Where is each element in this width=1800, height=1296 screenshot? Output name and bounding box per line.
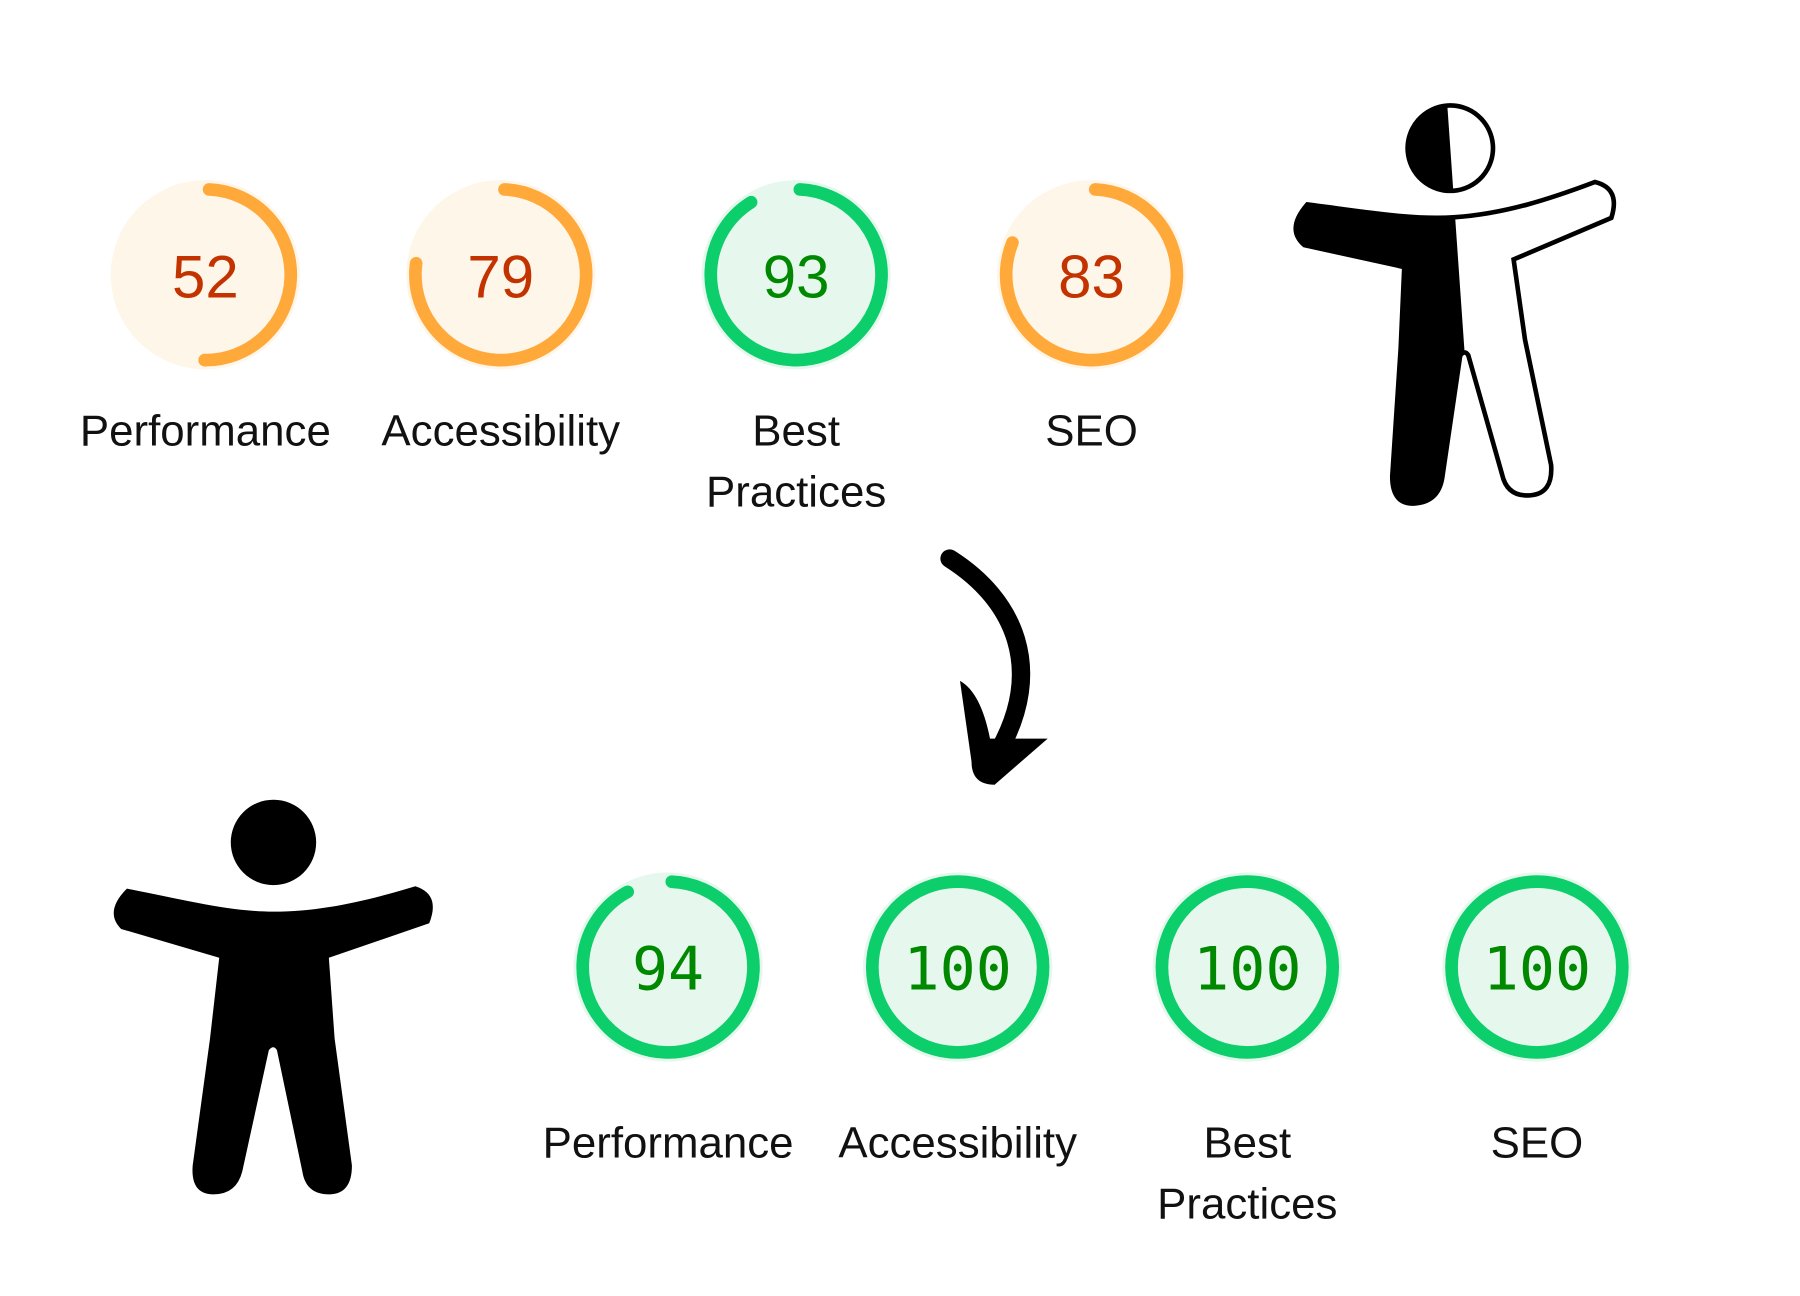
gauge-arc bbox=[704, 182, 888, 367]
score-gauge: 100 Accessibility bbox=[838, 872, 1077, 1167]
gauge-background bbox=[1152, 872, 1342, 1062]
score-label: Best bbox=[1203, 1118, 1291, 1167]
score-label: Accessibility bbox=[381, 407, 620, 456]
score-gauge: 94 Performance bbox=[543, 872, 794, 1167]
gauge-arc bbox=[576, 875, 760, 1059]
gauge-arc bbox=[999, 182, 1184, 367]
after-scores-row: 94 Performance 100 Accessibility 100 Best Prac… bbox=[543, 872, 1632, 1229]
gauge-arc bbox=[409, 182, 593, 367]
gauge-arc bbox=[113, 183, 298, 367]
gauge-background bbox=[863, 872, 1053, 1062]
score-value: 100 bbox=[904, 934, 1012, 1004]
score-label: Best bbox=[752, 407, 840, 456]
score-label: Performance bbox=[543, 1118, 794, 1167]
accessibility-person-icon bbox=[113, 799, 433, 1195]
score-value: 52 bbox=[172, 244, 239, 311]
score-gauge: 83 SEO bbox=[996, 180, 1187, 456]
gauge-background bbox=[701, 180, 891, 370]
score-value: 79 bbox=[467, 244, 534, 311]
gauge-arc bbox=[1155, 875, 1340, 1059]
gauge-background bbox=[1442, 872, 1632, 1062]
half-filled-accessibility-person-icon bbox=[1288, 103, 1634, 510]
gauge-background bbox=[996, 180, 1187, 370]
gauge-arc bbox=[1445, 875, 1629, 1059]
score-value: 94 bbox=[632, 934, 704, 1004]
gauge-background bbox=[110, 180, 301, 370]
score-value: 100 bbox=[1193, 934, 1301, 1004]
score-label: SEO bbox=[1045, 407, 1138, 456]
score-value: 93 bbox=[763, 244, 830, 311]
score-label-line2: Practices bbox=[1157, 1180, 1337, 1229]
gauge-arc bbox=[865, 875, 1050, 1059]
score-gauge: 79 Accessibility bbox=[381, 180, 620, 456]
before-scores-row: 52 Performance 79 Accessibility 93 Best Practi… bbox=[80, 180, 1187, 517]
score-gauge: 93 Best Practices bbox=[701, 180, 891, 517]
score-label: Performance bbox=[80, 407, 331, 456]
curved-arrow-down-icon bbox=[940, 549, 1048, 785]
score-gauge: 100 SEO bbox=[1442, 872, 1632, 1167]
score-label: SEO bbox=[1491, 1118, 1584, 1167]
gauge-background bbox=[406, 180, 596, 370]
score-label: Accessibility bbox=[838, 1118, 1077, 1167]
score-label-line2: Practices bbox=[706, 468, 886, 517]
gauge-background bbox=[573, 872, 763, 1062]
score-value: 83 bbox=[1058, 244, 1125, 311]
score-gauge: 100 Best Practices bbox=[1152, 872, 1342, 1229]
score-gauge: 52 Performance bbox=[80, 180, 331, 456]
score-value: 100 bbox=[1483, 934, 1591, 1004]
